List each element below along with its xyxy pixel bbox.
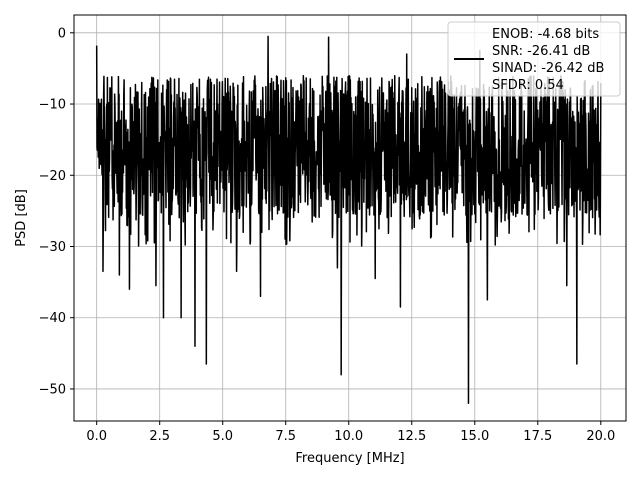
y-axis-label: PSD [dB] xyxy=(14,189,29,247)
x-tick-label: 12.5 xyxy=(397,429,426,444)
x-tick-label: 20.0 xyxy=(586,429,615,444)
x-tick-label: 2.5 xyxy=(149,429,170,444)
legend: ENOB: -4.68 bits SNR: -26.41 dB SINAD: -… xyxy=(447,21,621,97)
legend-sinad: SINAD: -26.42 dB xyxy=(492,61,604,76)
y-tick-label: −30 xyxy=(39,240,66,255)
legend-enob: ENOB: -4.68 bits xyxy=(492,27,599,42)
legend-box xyxy=(447,21,621,97)
y-tick-label: 0 xyxy=(58,26,66,41)
psd-trace xyxy=(95,35,602,404)
x-axis-label: Frequency [MHz] xyxy=(295,451,404,466)
legend-sfdr: SFDR: 0.54 xyxy=(492,78,564,93)
x-tick-label: 7.5 xyxy=(275,429,296,444)
plot-frame xyxy=(73,14,627,422)
axis-ticks: 0.0 2.5 5.0 7.5 10.0 12.5 15.0 17.5 20.0 0 −10 −20 −… xyxy=(39,26,616,444)
x-tick-label: 15.0 xyxy=(460,429,489,444)
x-tick-label: 5.0 xyxy=(212,429,233,444)
x-tick-label: 0.0 xyxy=(86,429,107,444)
series-psd xyxy=(95,35,602,404)
legend-snr: SNR: -26.41 dB xyxy=(492,44,590,59)
y-tick-label: −50 xyxy=(39,382,66,397)
x-tick-label: 10.0 xyxy=(334,429,363,444)
y-tick-label: −10 xyxy=(39,98,66,113)
x-tick-label: 17.5 xyxy=(523,429,552,444)
y-tick-label: −40 xyxy=(39,311,66,326)
y-tick-label: −20 xyxy=(39,169,66,184)
